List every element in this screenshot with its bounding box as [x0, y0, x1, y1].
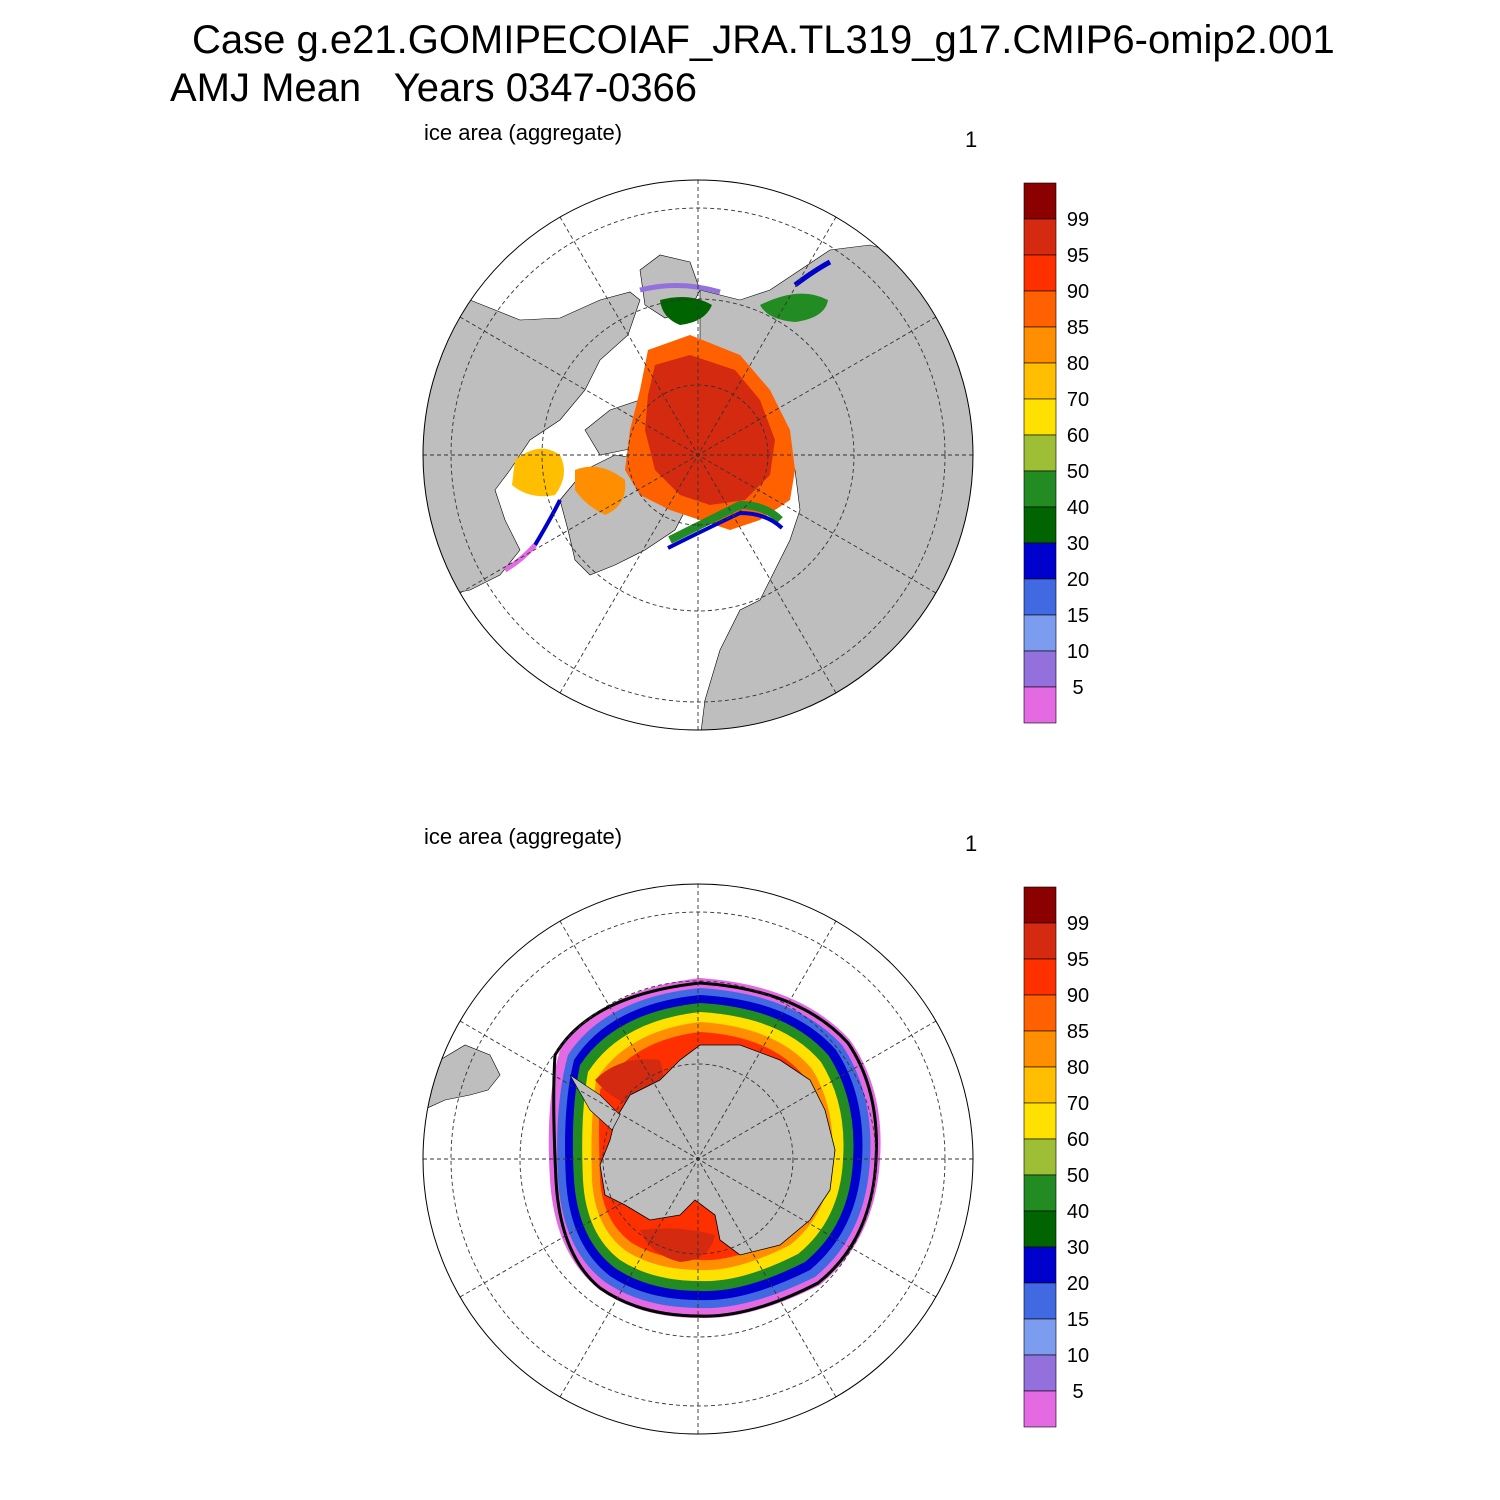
- south-colorbar-label: 40: [1067, 1201, 1089, 1223]
- antarctic-peninsula-land: [569, 1074, 621, 1131]
- south-polar-map: [422, 883, 974, 1435]
- south-colorbar-label: 99: [1067, 913, 1089, 935]
- north-america-land: [423, 291, 641, 601]
- bering-ice: [660, 296, 712, 325]
- south-panel-number: 1: [965, 831, 978, 856]
- hudson-bay-ice: [512, 448, 564, 497]
- north-map-border: [422, 179, 974, 731]
- south-colorbar-label: 20: [1067, 1273, 1089, 1295]
- north-colorbar-label: 50: [1067, 461, 1089, 483]
- north-colorbar-box: [1023, 650, 1057, 688]
- labrador-ice-edge: [533, 499, 562, 547]
- north-panel-label: ice area (aggregate): [424, 120, 623, 145]
- north-colorbar-label: 90: [1067, 281, 1089, 303]
- antarctica-land: [599, 1044, 836, 1256]
- south-colorbar-box: [1023, 1390, 1057, 1428]
- okhotsk-ice: [760, 293, 828, 322]
- south-colorbar-box: [1023, 886, 1057, 924]
- south-colorbar-label: 15: [1067, 1309, 1089, 1331]
- north-polar-map: [422, 179, 974, 731]
- north-colorbar-box: [1023, 686, 1057, 724]
- okhotsk-ice-edge: [793, 259, 832, 288]
- north-colorbar-box: [1023, 542, 1057, 580]
- north-colorbar-box: [1023, 218, 1057, 256]
- north-colorbar-label: 5: [1072, 677, 1083, 699]
- south-colorbar-box: [1023, 1030, 1057, 1068]
- south-colorbar-label: 80: [1067, 1057, 1089, 1079]
- south-colorbar: 99 95 90 85 80 70 60 50 40 30 20 15 10 5: [1023, 886, 1089, 1428]
- north-colorbar: 99 95 90 85 80 70 60 50 40 30 20 15 10 5: [1023, 182, 1089, 724]
- north-colorbar-box: [1023, 326, 1057, 364]
- south-colorbar-box: [1023, 958, 1057, 996]
- observed-ice-edge: [552, 981, 878, 1318]
- north-colorbar-label: 85: [1067, 317, 1089, 339]
- south-colorbar-box: [1023, 1210, 1057, 1248]
- north-colorbar-label: 70: [1067, 389, 1089, 411]
- south-colorbar-box: [1023, 922, 1057, 960]
- north-colorbar-box: [1023, 254, 1057, 292]
- south-colorbar-box: [1023, 1174, 1057, 1212]
- north-colorbar-label: 15: [1067, 605, 1089, 627]
- north-colorbar-label: 80: [1067, 353, 1089, 375]
- south-colorbar-box: [1023, 1066, 1057, 1104]
- north-colorbar-label: 60: [1067, 425, 1089, 447]
- north-colorbar-box: [1023, 506, 1057, 544]
- north-colorbar-label: 30: [1067, 533, 1089, 555]
- north-graticule: [423, 180, 973, 730]
- south-colorbar-label: 85: [1067, 1021, 1089, 1043]
- north-colorbar-box: [1023, 362, 1057, 400]
- baffin-ice: [575, 466, 626, 515]
- north-colorbar-box: [1023, 470, 1057, 508]
- south-colorbar-box: [1023, 1282, 1057, 1320]
- south-colorbar-box: [1023, 1354, 1057, 1392]
- south-colorbar-label: 70: [1067, 1093, 1089, 1115]
- barents-ice-edge-blue: [667, 510, 784, 550]
- south-panel-label: ice area (aggregate): [424, 824, 623, 849]
- south-colorbar-box: [1023, 1246, 1057, 1284]
- north-colorbar-box: [1023, 398, 1057, 436]
- north-colorbar-box: [1023, 290, 1057, 328]
- north-colorbar-label: 99: [1067, 209, 1089, 231]
- north-colorbar-box: [1023, 182, 1057, 220]
- south-map-border: [422, 883, 974, 1435]
- north-colorbar-label: 95: [1067, 245, 1089, 267]
- south-colorbar-label: 60: [1067, 1129, 1089, 1151]
- south-america-land: [423, 1044, 501, 1111]
- south-colorbar-label: 30: [1067, 1237, 1089, 1259]
- south-colorbar-box: [1023, 1138, 1057, 1176]
- north-colorbar-box: [1023, 614, 1057, 652]
- south-colorbar-label: 10: [1067, 1345, 1089, 1367]
- north-colorbar-box: [1023, 578, 1057, 616]
- figure-title-period: AMJ Mean Years 0347-0366: [170, 66, 698, 110]
- figure-title-case: Case g.e21.GOMIPECOIAF_JRA.TL319_g17.CMI…: [192, 18, 1335, 62]
- south-colorbar-label: 95: [1067, 949, 1089, 971]
- labrador-ice-edge-pink: [503, 543, 537, 573]
- north-colorbar-label: 40: [1067, 497, 1089, 519]
- north-colorbar-label: 20: [1067, 569, 1089, 591]
- bering-ice-edge-violet: [639, 283, 721, 295]
- arctic-ice-core: [645, 355, 775, 505]
- north-colorbar-box: [1023, 434, 1057, 472]
- south-graticule: [423, 884, 973, 1434]
- south-colorbar-label: 5: [1072, 1381, 1083, 1403]
- north-colorbar-label: 10: [1067, 641, 1089, 663]
- south-colorbar-box: [1023, 1102, 1057, 1140]
- south-colorbar-label: 90: [1067, 985, 1089, 1007]
- barents-ice-edge: [668, 500, 783, 544]
- south-colorbar-box: [1023, 994, 1057, 1032]
- north-panel-number: 1: [965, 127, 978, 152]
- south-colorbar-label: 50: [1067, 1165, 1089, 1187]
- south-colorbar-box: [1023, 1318, 1057, 1356]
